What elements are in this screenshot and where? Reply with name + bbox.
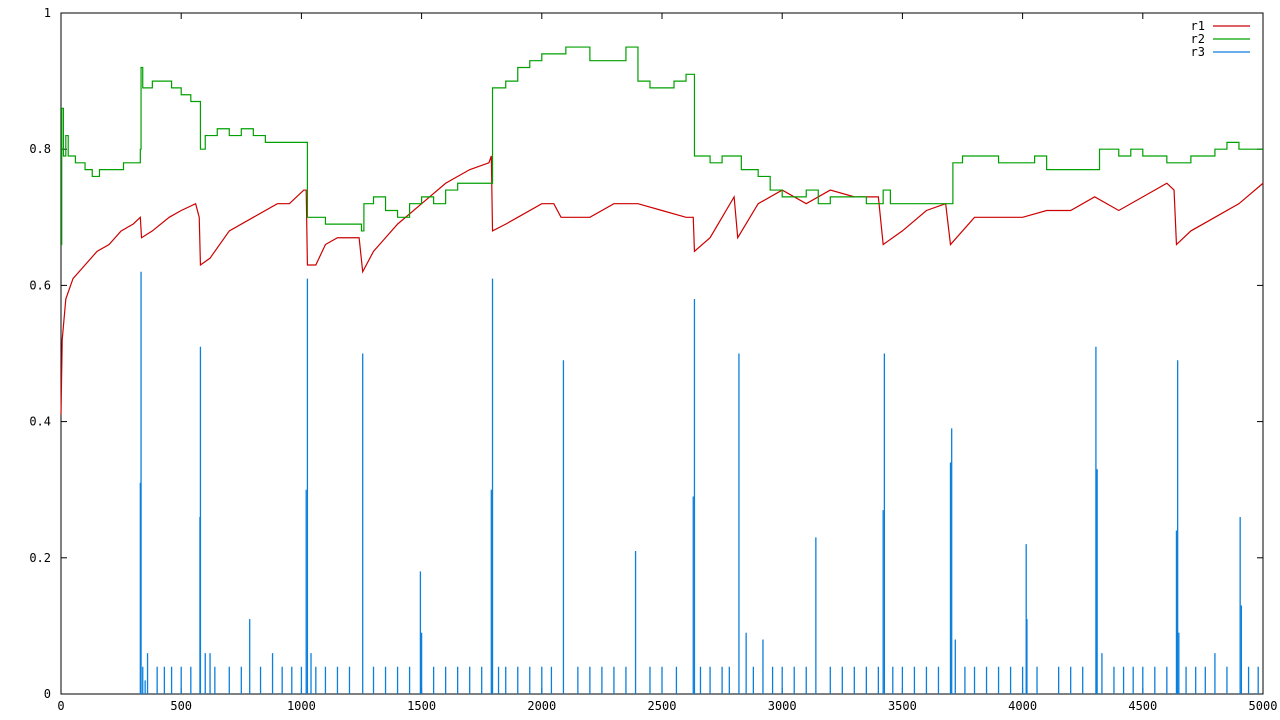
y-tick-label: 0.8: [29, 142, 51, 156]
legend-label-r3: r3: [1191, 45, 1205, 59]
y-axis: 0 0.2 0.4 0.6 0.8 1: [29, 6, 1263, 701]
x-tick-label: 4000: [1008, 699, 1037, 713]
y-tick-label: 1: [44, 6, 51, 20]
x-tick-label: 5000: [1249, 699, 1278, 713]
plot-frame: [60, 12, 1264, 695]
x-tick-label: 4500: [1128, 699, 1157, 713]
series-r3: [139, 271, 1259, 694]
x-tick-label: 1500: [407, 699, 436, 713]
series-layer: [60, 46, 1264, 694]
x-tick-label: 500: [170, 699, 192, 713]
x-tick-label: 3000: [768, 699, 797, 713]
x-tick-label: 0: [57, 699, 64, 713]
series-line-r2: [61, 46, 1263, 246]
x-tick-label: 2000: [527, 699, 556, 713]
series-line-r1: [60, 155, 1264, 415]
x-tick-label: 3500: [888, 699, 917, 713]
legend-label-r1: r1: [1191, 19, 1205, 33]
y-tick-label: 0.4: [29, 415, 51, 429]
x-tick-label: 2500: [648, 699, 677, 713]
x-tick-label: 1000: [287, 699, 316, 713]
x-axis: 0 500 1000 1500 2000 2500 3000 3500 4000 4500 5000: [57, 13, 1277, 713]
legend-label-r2: r2: [1191, 32, 1205, 46]
y-tick-label: 0: [44, 687, 51, 701]
y-tick-label: 0.6: [29, 278, 51, 292]
y-tick-label: 0.2: [29, 551, 51, 565]
